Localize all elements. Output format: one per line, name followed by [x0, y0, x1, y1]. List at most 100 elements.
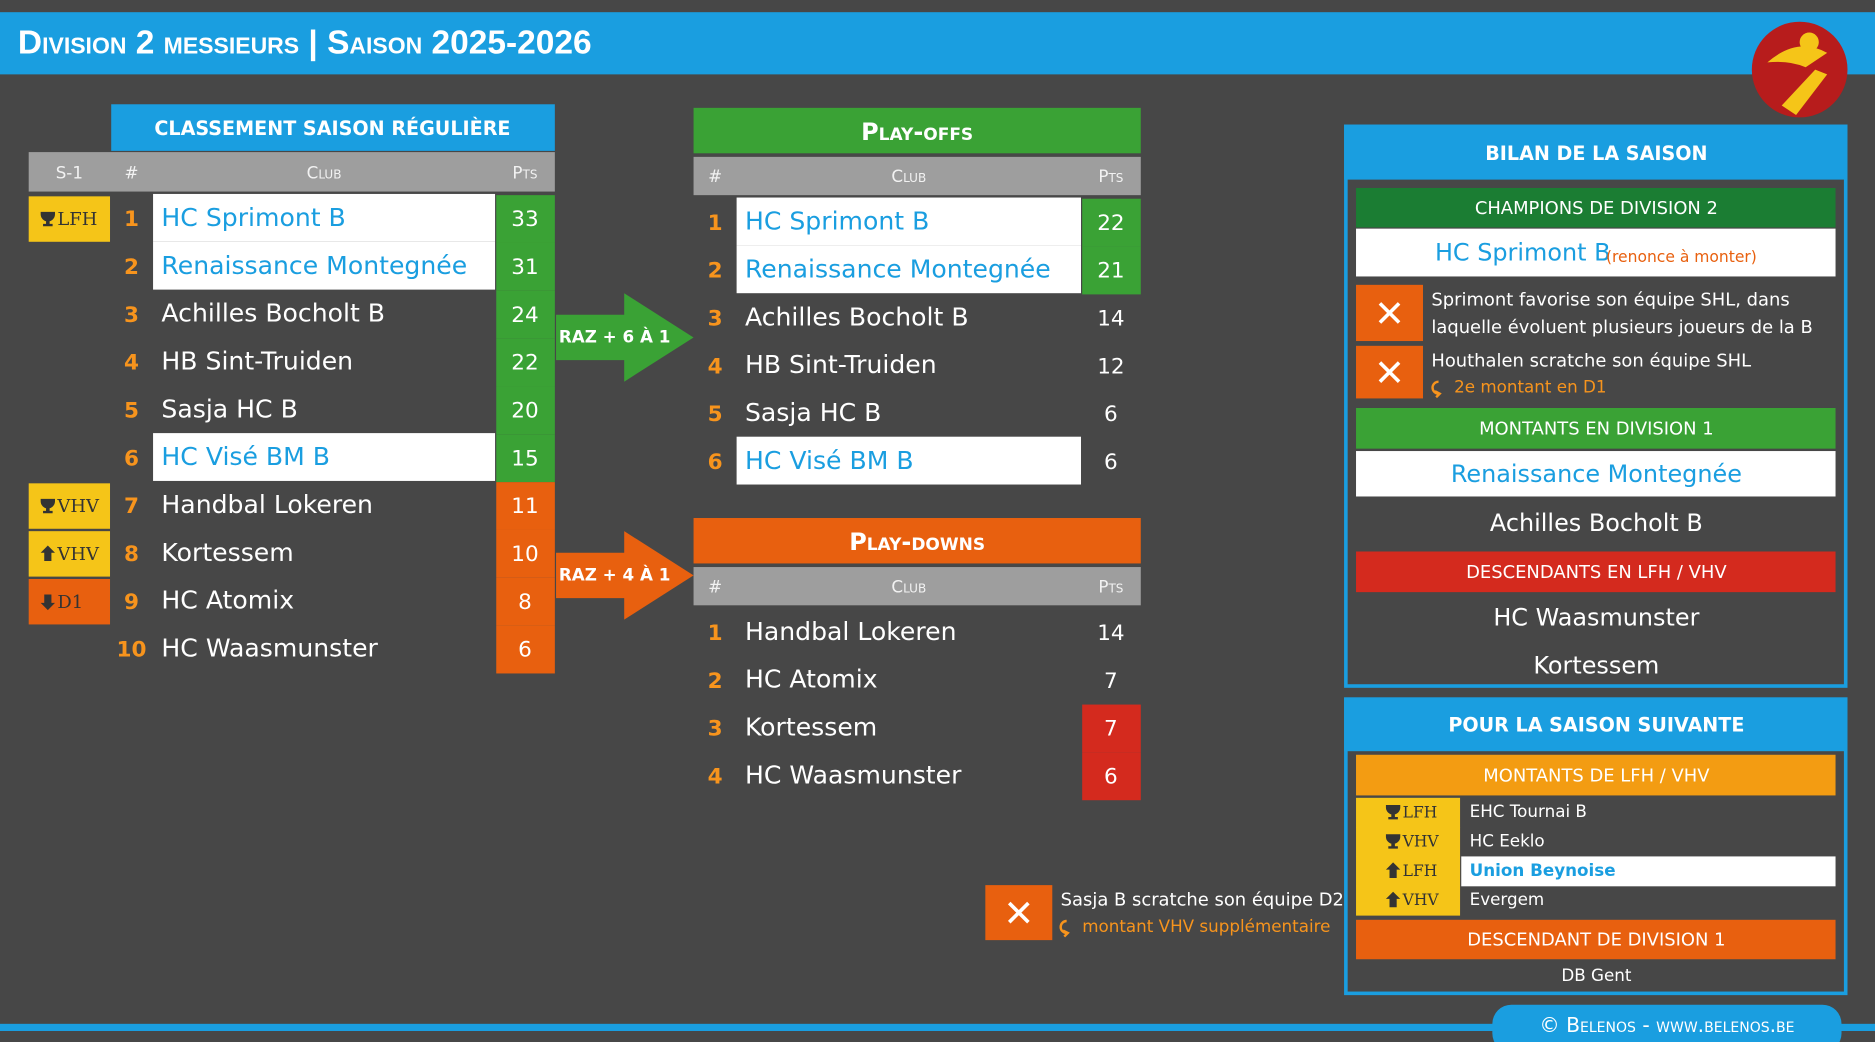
club-name: HC Atomix	[745, 665, 878, 694]
footer: © Belenos - www.belenos.be	[1539, 1013, 1794, 1037]
transition-arrow	[556, 293, 694, 382]
section-bar	[1356, 187, 1836, 228]
rank: 5	[124, 399, 139, 424]
rank: 4	[124, 351, 139, 376]
logo	[1751, 21, 1848, 118]
points: 33	[511, 207, 538, 232]
points-cell	[496, 386, 555, 435]
section-title: CHAMPIONS DE DIVISION 2	[1475, 198, 1718, 219]
team-name: EHC Tournai B	[1470, 801, 1587, 821]
panel-title: BILAN DE LA SAISON	[1485, 142, 1707, 165]
bottom-line	[0, 1023, 1875, 1032]
column-label: #	[708, 576, 722, 596]
points-cell	[496, 482, 555, 530]
points: 14	[1097, 621, 1124, 646]
section-bar	[1356, 919, 1836, 960]
transition-arrow	[556, 531, 694, 620]
column-label: #	[708, 166, 722, 186]
club-name: Renaissance Montegnée	[161, 251, 467, 280]
rank: 4	[708, 764, 723, 789]
rank: 6	[708, 450, 723, 475]
icon-trophy	[40, 498, 56, 514]
column-header	[693, 567, 1141, 606]
club-name: HC Visé BM B	[745, 446, 914, 475]
section-bar	[1356, 551, 1836, 593]
badge-label: VHV	[1402, 833, 1440, 851]
points: 22	[511, 351, 538, 376]
section-title: DESCENDANTS EN LFH / VHV	[1466, 562, 1727, 583]
page-title: Division 2 messieurs | Saison 2025-2026	[18, 24, 592, 61]
club-name: Renaissance Montegnée	[745, 254, 1051, 283]
club-name: Kortessem	[161, 538, 293, 567]
column-label: Club	[307, 163, 342, 183]
team-name: DB Gent	[1561, 965, 1632, 985]
highlight	[1356, 228, 1836, 277]
rank: 4	[708, 354, 723, 379]
club-name: Achilles Bocholt B	[161, 299, 385, 328]
club-name: HC Visé BM B	[161, 442, 330, 471]
column-header	[693, 156, 1141, 196]
points-cell	[1082, 752, 1141, 801]
badge-label: VHV	[56, 544, 100, 565]
rank: 8	[124, 542, 139, 567]
badge	[1356, 827, 1461, 858]
note-text: Houthalen scratche son équipe SHL	[1431, 350, 1751, 371]
highlight	[736, 436, 1081, 485]
club-name: Sasja HC B	[745, 398, 881, 427]
points: 15	[511, 446, 538, 471]
rank: 3	[708, 307, 723, 332]
column-label: Club	[891, 166, 926, 186]
icon-down	[40, 594, 56, 611]
rank: 10	[117, 638, 147, 663]
points-cell	[496, 195, 555, 243]
points: 6	[518, 638, 532, 663]
points-cell	[1082, 704, 1141, 753]
points: 6	[1104, 450, 1118, 475]
redirect-icon	[1431, 380, 1442, 399]
note-detail: montant VHV supplémentaire	[1082, 916, 1330, 936]
table-title: CLASSEMENT SAISON RÉGULIÈRE	[154, 117, 510, 140]
badge	[28, 531, 111, 577]
column-header	[28, 152, 555, 192]
badge-label: D1	[57, 592, 83, 613]
icon-up	[1385, 891, 1401, 908]
rank: 1	[708, 211, 723, 236]
cross	[1007, 901, 1030, 924]
bracket-title: Play-offs	[861, 118, 973, 146]
rank: 5	[708, 402, 723, 427]
points: 7	[1104, 717, 1118, 742]
rank: 7	[124, 494, 139, 519]
redirect-icon	[1059, 919, 1070, 938]
points: 22	[1097, 211, 1124, 236]
badge	[28, 196, 111, 242]
points-cell	[496, 529, 555, 578]
icon-up	[40, 545, 56, 562]
icon-trophy	[1385, 834, 1401, 849]
bracket-header	[693, 518, 1141, 564]
badge	[28, 483, 111, 529]
section-title: DESCENDANT DE DIVISION 1	[1467, 930, 1725, 951]
badge	[1356, 856, 1461, 887]
points-cell	[496, 625, 555, 674]
column-label: Club	[891, 576, 926, 596]
points-cell	[496, 290, 555, 339]
team-name: Evergem	[1470, 889, 1545, 909]
column-label: Pts	[1098, 166, 1123, 186]
rank: 6	[124, 446, 139, 471]
points-cell	[1082, 246, 1141, 295]
rank: 2	[708, 259, 723, 284]
points-cell	[1082, 198, 1141, 247]
points: 12	[1097, 354, 1124, 379]
champion-remark: (renonce à monter)	[1606, 248, 1757, 266]
section-title: MONTANTS DE LFH / VHV	[1483, 765, 1710, 786]
column-label: Pts	[1098, 576, 1123, 596]
panel-header	[1344, 124, 1848, 180]
club-name: HB Sint-Truiden	[745, 350, 937, 379]
club-name: Achilles Bocholt B	[745, 302, 969, 331]
badge-label: LFH	[57, 209, 97, 230]
points-cell	[496, 577, 555, 626]
highlight	[736, 245, 1081, 294]
badge	[1356, 885, 1461, 916]
